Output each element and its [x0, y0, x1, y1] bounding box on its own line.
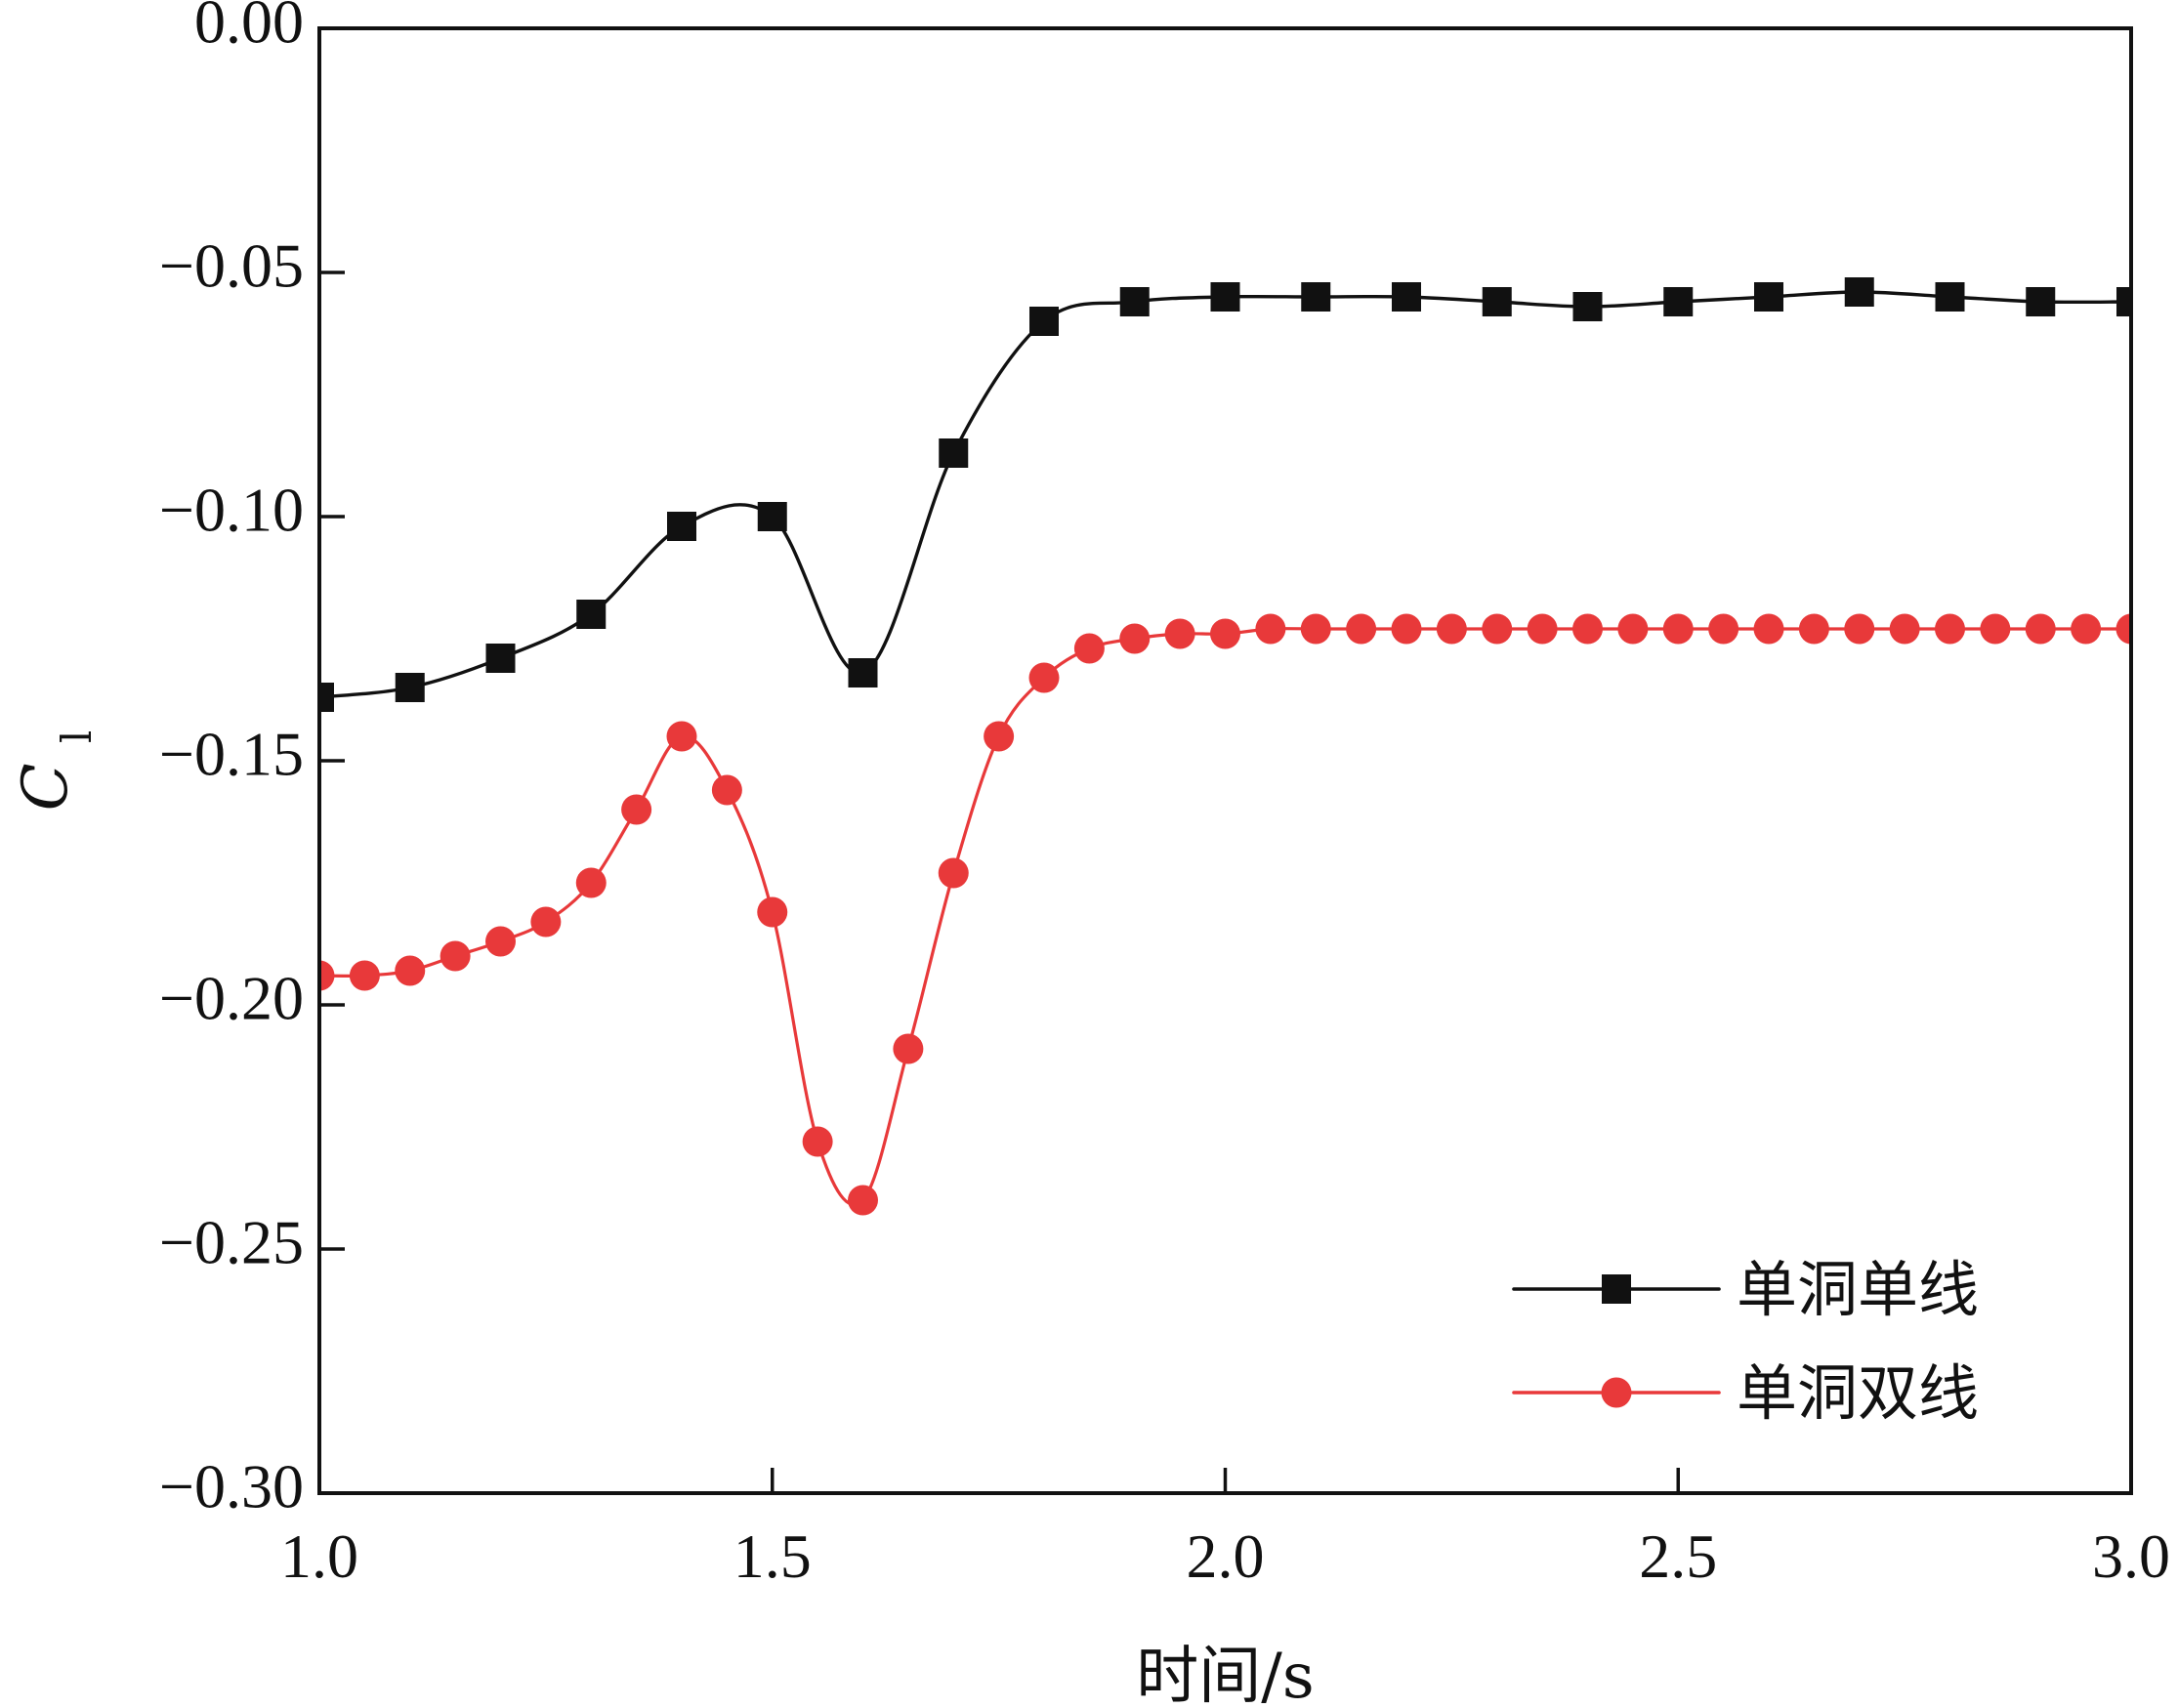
- series-2-marker: [938, 857, 969, 889]
- x-tick-label: 3.0: [2092, 1521, 2170, 1591]
- series-1: [319, 277, 2131, 712]
- y-axis-subscript: l: [53, 730, 101, 743]
- series-2-marker: [1255, 613, 1286, 645]
- series-2-marker: [349, 960, 380, 991]
- series-2-marker: [395, 955, 426, 986]
- series-2-marker: [440, 940, 471, 972]
- series-2-marker: [757, 896, 788, 928]
- series-2-marker: [1391, 613, 1422, 645]
- series-2-marker: [666, 721, 697, 752]
- series-2: [319, 613, 2131, 1216]
- series-2-marker: [802, 1126, 833, 1157]
- y-axis-title: C l: [10, 730, 101, 812]
- series-1-marker: [1844, 277, 1874, 307]
- y-tick-label: −0.20: [159, 964, 304, 1033]
- series-1-marker: [1572, 292, 1603, 321]
- y-tick-label: −0.25: [159, 1208, 304, 1277]
- series-2-marker: [530, 906, 562, 937]
- series-1-marker: [1663, 287, 1694, 316]
- legend-label: 单洞单线: [1737, 1254, 1979, 1325]
- series-1-marker: [1029, 307, 1059, 336]
- series-2-marker: [893, 1033, 924, 1064]
- legend-circle-marker: [1601, 1377, 1632, 1408]
- series-2-marker: [2071, 613, 2102, 645]
- series-1-marker: [939, 438, 969, 468]
- series-2-marker: [1482, 613, 1513, 645]
- series-1-marker: [1301, 282, 1331, 312]
- series-2-marker: [1980, 613, 2011, 645]
- series-1-marker: [1935, 282, 1965, 312]
- legend-square-marker: [1602, 1274, 1631, 1304]
- series-1-marker: [2026, 287, 2056, 316]
- series-2-marker: [1844, 613, 1875, 645]
- x-tick-label: 1.0: [280, 1521, 358, 1591]
- x-axis-title: 时间/s: [1136, 1641, 1314, 1708]
- series-2-marker: [1346, 613, 1377, 645]
- x-tick-label: 1.5: [733, 1521, 812, 1591]
- series-1-marker: [757, 502, 787, 531]
- y-axis: 0.00 −0.05 −0.10 −0.15 −0.20 −0.25 −0.30: [159, 0, 345, 1521]
- legend-item-2: 单洞双线: [1512, 1357, 1979, 1429]
- series-2-marker: [1798, 613, 1829, 645]
- series-2-marker: [2115, 613, 2131, 645]
- y-axis-symbol: C: [10, 763, 82, 811]
- series-2-marker: [575, 867, 607, 898]
- y-tick-label: −0.10: [159, 476, 304, 545]
- y-tick-label: −0.30: [159, 1452, 304, 1521]
- x-axis: 1.0 1.5 2.0 2.5 3.0: [280, 1468, 2170, 1591]
- series-2-marker: [1935, 613, 1965, 645]
- x-tick-label: 2.0: [1187, 1521, 1265, 1591]
- series-2-marker: [1662, 613, 1694, 645]
- series-2-marker: [1073, 633, 1105, 664]
- series-1-marker: [1754, 282, 1783, 312]
- series-2-marker: [1164, 618, 1195, 649]
- y-tick-label: 0.00: [194, 0, 304, 57]
- series-1-marker: [1482, 287, 1512, 316]
- series-2-marker: [1527, 613, 1558, 645]
- series-1-marker: [667, 512, 696, 541]
- series-2-marker: [1119, 623, 1151, 654]
- series-1-marker: [1210, 282, 1240, 312]
- series-1-marker: [2116, 287, 2131, 316]
- y-tick-label: −0.15: [159, 720, 304, 789]
- series-2-marker: [1572, 613, 1603, 645]
- series-2-marker: [711, 774, 742, 806]
- series-2-marker: [1753, 613, 1784, 645]
- y-tick-label: −0.05: [159, 231, 304, 301]
- legend-item-1: 单洞单线: [1512, 1254, 1979, 1325]
- series-2-marker: [1300, 613, 1331, 645]
- series-2-marker: [848, 1185, 878, 1216]
- series-line-2: [319, 627, 2131, 1207]
- x-tick-label: 2.5: [1639, 1521, 1717, 1591]
- legend-label: 单洞双线: [1737, 1357, 1979, 1429]
- series-2-marker: [485, 926, 516, 957]
- plot-area: [319, 277, 2131, 1216]
- series-2-marker: [1210, 618, 1240, 649]
- series-2-marker: [1708, 613, 1739, 645]
- series-1-marker: [848, 658, 878, 687]
- series-2-marker: [1028, 662, 1060, 693]
- series-1-marker: [576, 600, 607, 629]
- series-2-marker: [621, 794, 652, 825]
- series-2-marker: [1436, 613, 1467, 645]
- series-1-marker: [319, 683, 334, 712]
- series-2-marker: [319, 960, 335, 991]
- plot-series-layer: [319, 277, 2131, 1216]
- series-1-marker: [395, 673, 425, 702]
- series-1-marker: [1119, 287, 1150, 316]
- series-1-marker: [485, 644, 516, 673]
- series-2-marker: [984, 721, 1015, 752]
- series-1-marker: [1392, 282, 1421, 312]
- series-2-marker: [1889, 613, 1920, 645]
- series-2-marker: [2025, 613, 2056, 645]
- series-2-marker: [1617, 613, 1649, 645]
